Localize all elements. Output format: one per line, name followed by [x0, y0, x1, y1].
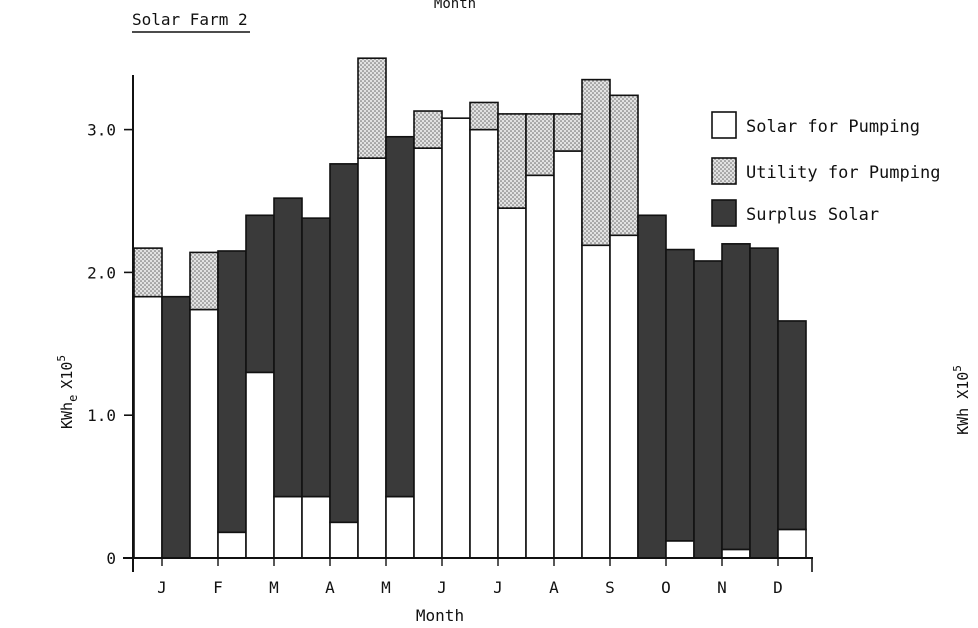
bar-9-solar-pumping	[357, 157, 387, 559]
bar-6-surplus-solar	[273, 197, 303, 498]
bar-16-solar-pumping	[553, 150, 583, 559]
y-tick-label-3: 3.0	[87, 121, 116, 140]
bar-6-solar-pumping	[273, 495, 303, 559]
bar-17-solar-pumping	[581, 244, 611, 559]
top-cut-label: Month	[434, 0, 476, 12]
bar-5-surplus-solar	[245, 214, 275, 374]
legend-swatch-utility-pumping	[711, 157, 737, 185]
bar-22-solar-pumping	[721, 548, 751, 559]
bar-24-surplus-solar	[777, 320, 807, 531]
bar-18-utility-pumping	[609, 94, 639, 237]
bar-5-solar-pumping	[245, 371, 275, 559]
bar-8-surplus-solar	[329, 163, 359, 524]
chart-title: Solar Farm 2	[132, 10, 248, 29]
bar-24-solar-pumping	[777, 528, 807, 559]
x-axis-label: Month	[416, 606, 464, 625]
x-tick-label-2: M	[269, 578, 279, 597]
right-edge-label-text: KWh X10	[954, 372, 972, 435]
x-tick-label-3: A	[325, 578, 335, 597]
legend-label-solar-pumping: Solar for Pumping	[746, 117, 920, 137]
bar-23-surplus-solar	[749, 247, 779, 559]
bar-3-utility-pumping	[189, 251, 219, 311]
svg-text:KWh X105: KWh X105	[951, 365, 972, 435]
bar-17-utility-pumping	[581, 78, 611, 247]
bar-20-solar-pumping	[665, 540, 695, 559]
bar-19-surplus-solar	[637, 214, 667, 559]
bar-14-utility-pumping	[497, 113, 527, 209]
legend-swatch-surplus-solar	[711, 199, 737, 227]
svg-text:KWheX105: KWhe X105	[55, 355, 80, 429]
bar-7-surplus-solar	[301, 217, 331, 498]
y-axis-label-mult: X10	[58, 362, 76, 389]
legend-label-utility-pumping: Utility for Pumping	[746, 163, 940, 183]
bar-1-solar-pumping	[133, 295, 163, 559]
x-tick-label-8: S	[605, 578, 615, 597]
bar-13-utility-pumping	[469, 101, 499, 131]
y-tick-label-1: 1.0	[87, 406, 116, 425]
x-tick-label-6: J	[493, 578, 503, 597]
y-axis-label: KWhe X105	[55, 355, 80, 429]
bar-11-utility-pumping	[413, 110, 443, 149]
legend: Solar for Pumping Utility for Pumping Surp…	[711, 111, 940, 227]
y-tick-label-2: 2.0	[87, 263, 116, 282]
bar-2-surplus-solar	[161, 295, 191, 559]
y-axis-label-main: KWh	[58, 402, 76, 429]
x-tick-label-0: J	[157, 578, 167, 597]
bar-8-solar-pumping	[329, 521, 359, 559]
x-tick-label-7: A	[549, 578, 559, 597]
bar-14-solar-pumping	[497, 207, 527, 559]
y-tick-label-0: 0	[106, 549, 116, 568]
x-tick-label-9: O	[661, 578, 671, 597]
y-axis-label-exp: 5	[55, 355, 68, 362]
x-tick-label-10: N	[717, 578, 727, 597]
bar-16-utility-pumping	[553, 113, 583, 152]
bar-15-utility-pumping	[525, 113, 555, 177]
bars-group	[133, 57, 807, 559]
bar-21-surplus-solar	[693, 260, 723, 559]
bar-22-surplus-solar	[721, 243, 751, 551]
bar-18-solar-pumping	[609, 234, 639, 559]
bar-15-solar-pumping	[525, 174, 555, 559]
bar-1-utility-pumping	[133, 247, 163, 298]
bar-11-solar-pumping	[413, 147, 443, 559]
y-ticks: 0 1.0 2.0 3.0	[87, 121, 133, 568]
bar-4-solar-pumping	[217, 531, 247, 559]
right-edge-label-exp: 5	[951, 365, 964, 372]
right-edge-label: KWh X105	[951, 365, 972, 435]
x-tick-label-5: J	[437, 578, 447, 597]
bar-10-surplus-solar	[385, 135, 415, 498]
bar-9-utility-pumping	[357, 57, 387, 159]
bar-7-solar-pumping	[301, 495, 331, 559]
x-tick-label-4: M	[381, 578, 391, 597]
bar-13-solar-pumping	[469, 128, 499, 559]
y-axis-label-sub: e	[66, 395, 80, 402]
bar-20-surplus-solar	[665, 248, 695, 542]
x-tick-label-1: F	[213, 578, 223, 597]
x-tick-label-11: D	[773, 578, 783, 597]
legend-label-surplus-solar: Surplus Solar	[746, 205, 879, 225]
bar-4-surplus-solar	[217, 250, 247, 534]
bar-12-solar-pumping	[441, 117, 471, 559]
bar-10-solar-pumping	[385, 495, 415, 559]
legend-swatch-solar-pumping	[711, 111, 737, 139]
bar-3-solar-pumping	[189, 308, 219, 559]
